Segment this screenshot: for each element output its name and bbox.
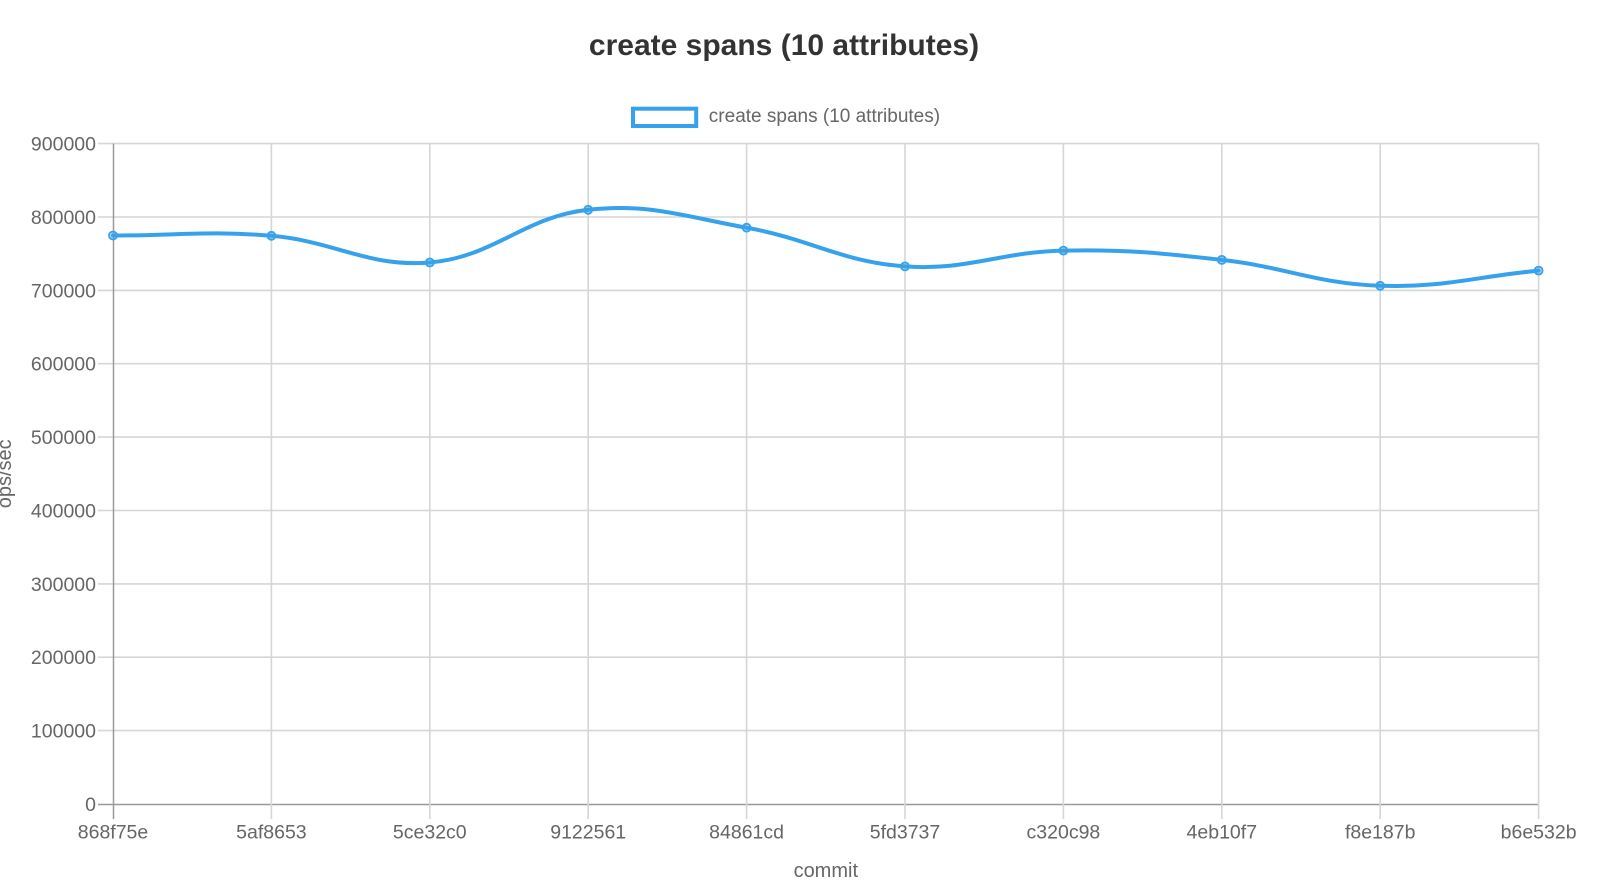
svg-text:200000: 200000 [31,647,96,669]
svg-text:868f75e: 868f75e [78,821,149,843]
svg-text:700000: 700000 [31,280,96,302]
svg-text:300000: 300000 [31,574,96,596]
svg-text:800000: 800000 [31,207,96,229]
svg-text:create spans (10 attributes): create spans (10 attributes) [589,29,979,62]
svg-text:4eb10f7: 4eb10f7 [1187,821,1258,843]
svg-text:c320c98: c320c98 [1027,821,1101,843]
svg-text:9122561: 9122561 [550,821,626,843]
svg-text:ops/sec: ops/sec [0,439,16,508]
svg-text:100000: 100000 [31,721,96,743]
svg-text:500000: 500000 [31,427,96,449]
svg-text:900000: 900000 [31,134,96,156]
svg-text:f8e187b: f8e187b [1345,821,1416,843]
svg-text:b6e532b: b6e532b [1501,821,1577,843]
svg-text:84861cd: 84861cd [709,821,784,843]
svg-text:600000: 600000 [31,354,96,376]
svg-text:0: 0 [85,794,96,816]
svg-text:5fd3737: 5fd3737 [870,821,941,843]
svg-text:create spans (10 attributes): create spans (10 attributes) [709,106,940,127]
svg-text:5ce32c0: 5ce32c0 [393,821,467,843]
svg-text:commit: commit [794,860,859,882]
svg-text:5af8653: 5af8653 [236,821,307,843]
svg-text:400000: 400000 [31,501,96,523]
